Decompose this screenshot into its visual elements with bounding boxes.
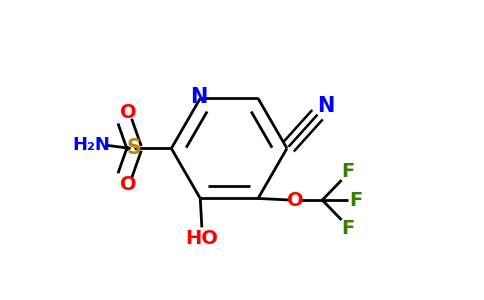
Text: N: N [318, 96, 335, 116]
Text: S: S [127, 138, 142, 158]
Text: F: F [341, 162, 355, 181]
Text: F: F [341, 220, 355, 238]
Text: O: O [120, 103, 136, 122]
Text: HO: HO [185, 229, 218, 248]
Text: F: F [349, 190, 363, 210]
Text: O: O [120, 175, 136, 194]
Text: H₂N: H₂N [72, 136, 110, 154]
Text: N: N [190, 87, 207, 107]
Text: O: O [287, 190, 303, 210]
